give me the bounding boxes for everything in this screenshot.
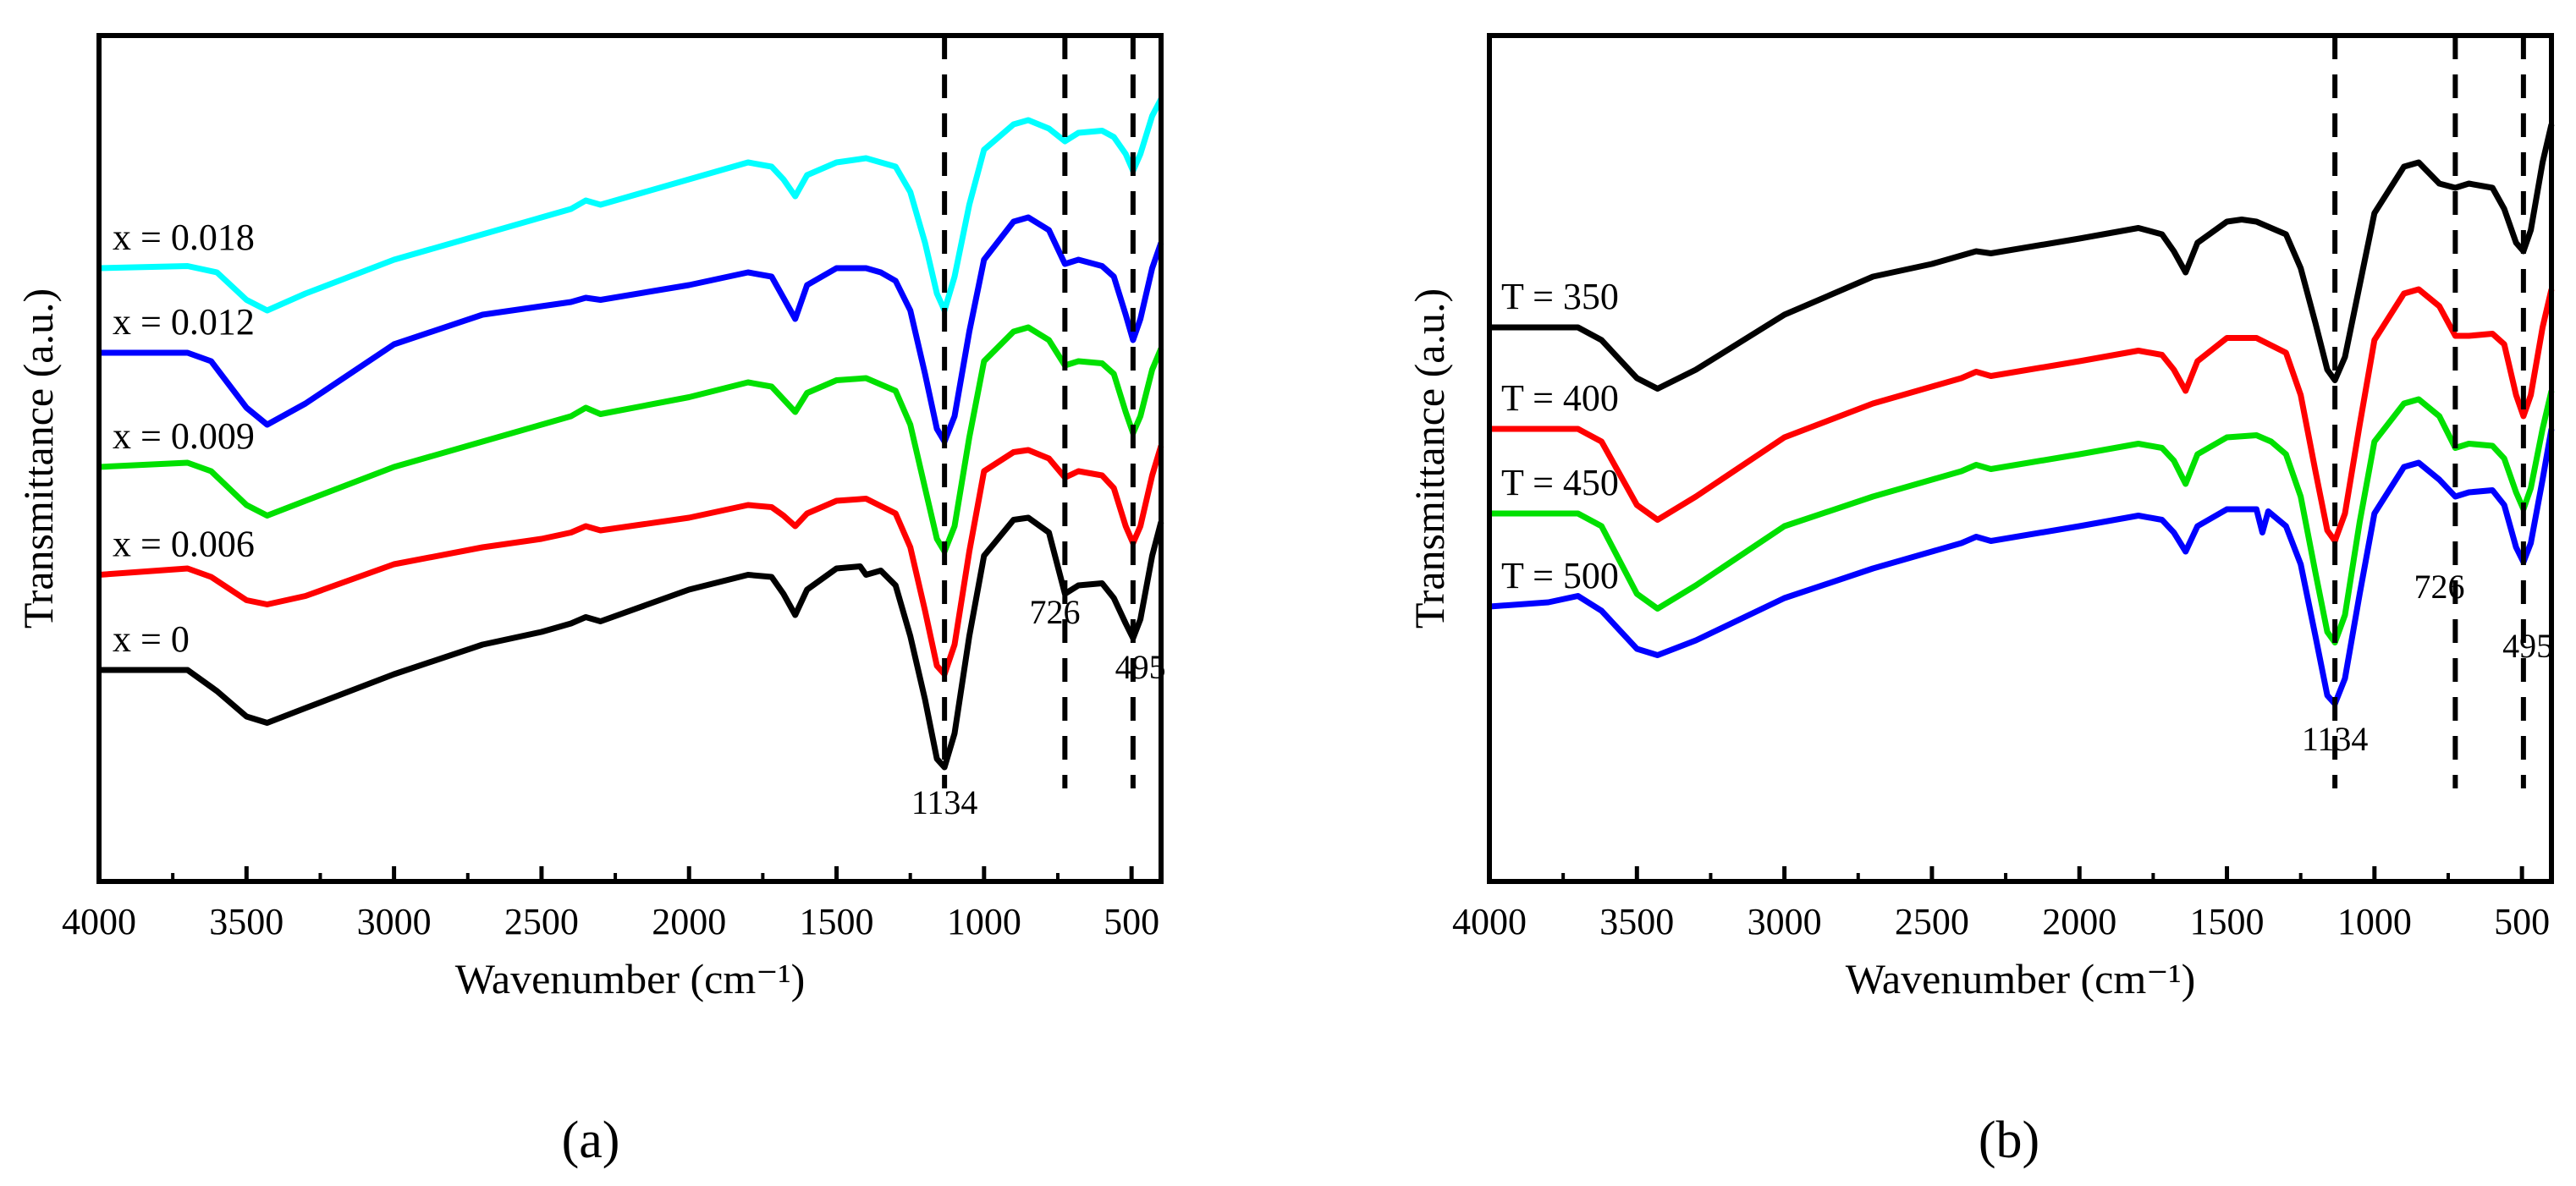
x-tick-label-b-2500: 2500 [1895,901,1969,942]
x-tick-label-b-500: 500 [2494,901,2550,942]
peak-annotation-b-495: 495 [2502,627,2553,665]
series-line-a-0 [98,97,1164,314]
x-tick-label-b-1000: 1000 [2337,901,2412,942]
series-line-a-3 [98,444,1164,678]
peak-annotation-a-495: 495 [1115,648,1166,686]
peak-annotation-a-1134: 1134 [911,783,978,821]
x-tick-label-b-4000: 4000 [1452,901,1527,942]
x-tick-label-a-500: 500 [1104,901,1159,942]
x-tick-label-b-2000: 2000 [2042,901,2116,942]
series-line-a-2 [98,324,1164,555]
series-label-a-1: x = 0.012 [113,301,255,343]
x-tick-label-b-3000: 3000 [1748,901,1822,942]
x-tick-label-b-3500: 3500 [1599,901,1674,942]
series-line-b-1 [1489,286,2555,544]
series-line-b-3 [1489,428,2555,707]
x-tick-label-a-2500: 2500 [504,901,579,942]
chart-panel-a: 4000 3500 3000 2500 2000 1500 1000 500 Wavenumbe… [14,33,1166,1169]
series-label-a-2: x = 0.009 [113,415,255,457]
peak-annotation-b-1134: 1134 [2302,720,2369,758]
series-label-a-4: x = 0 [113,618,190,660]
series-label-b-3: T = 500 [1501,555,1619,596]
y-axis-title-b: Transmittance (a.u.) [1406,288,1453,629]
x-axis-title-b: Wavenumber (cm⁻¹) [1846,955,2196,1002]
series-line-b-2 [1489,390,2555,645]
series-label-a-0: x = 0.018 [113,217,255,258]
peak-annotation-a-726: 726 [1030,593,1081,631]
peak-annotation-b-726: 726 [2414,568,2465,606]
x-tick-label-a-3000: 3000 [357,901,432,942]
series-line-a-1 [99,214,1164,445]
chart-panel-b: 4000 3500 3000 2500 2000 1500 1000 500 Wavenumbe… [1406,33,2555,1169]
x-axis-title-a: Wavenumber (cm⁻¹) [455,955,806,1002]
x-tick-label-a-2000: 2000 [652,901,726,942]
x-tick-label-a-1500: 1500 [800,901,874,942]
panel-label-b: (b) [1979,1112,2039,1169]
x-tick-label-a-4000: 4000 [62,901,136,942]
plot-frame-b [1487,33,2554,884]
series-label-b-0: T = 350 [1501,276,1619,317]
series-label-a-3: x = 0.006 [113,524,255,565]
series-line-a-4 [99,514,1164,771]
x-tick-label-a-3500: 3500 [209,901,283,942]
y-axis-title-a: Transmittance (a.u.) [14,288,62,629]
series-label-b-2: T = 450 [1501,462,1619,503]
panel-label-a: (a) [562,1112,620,1169]
series-label-b-1: T = 400 [1501,377,1619,419]
x-tick-label-b-1500: 1500 [2190,901,2265,942]
series-line-b-0 [1489,124,2555,392]
x-tick-label-a-1000: 1000 [947,901,1021,942]
plot-frame-a [96,33,1164,884]
